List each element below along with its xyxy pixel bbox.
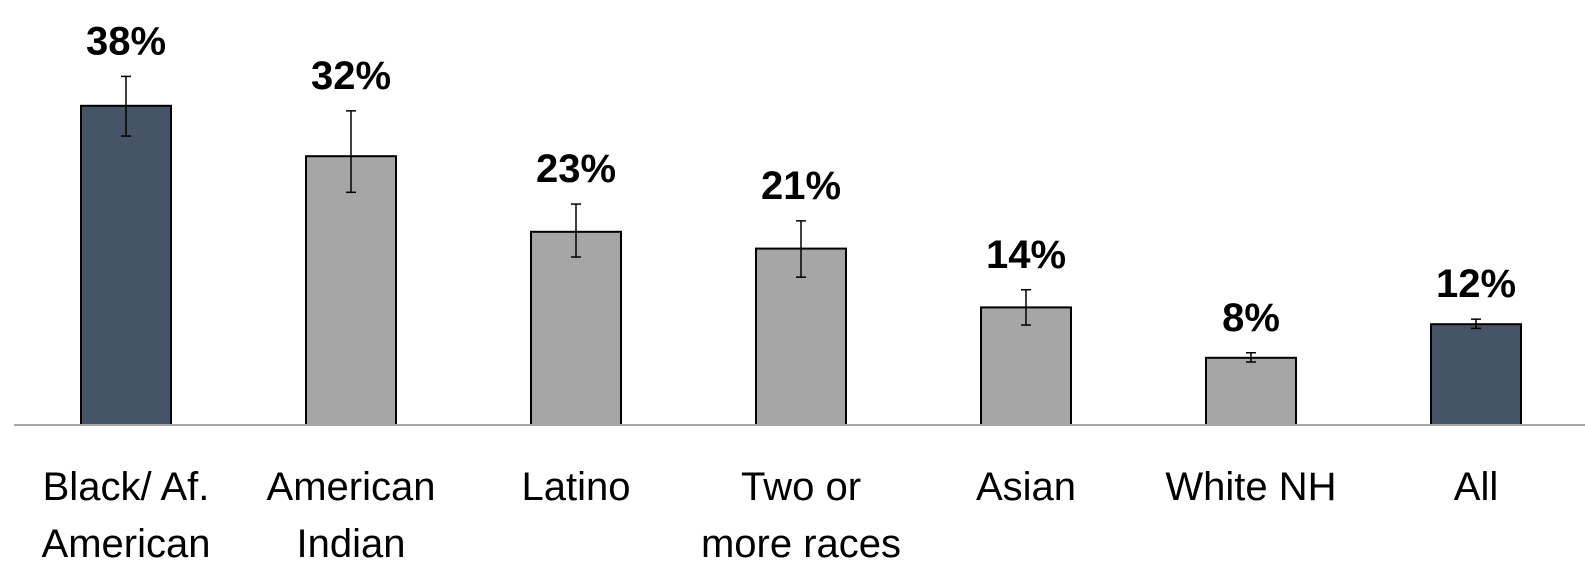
data-label: 23% bbox=[536, 147, 616, 191]
error-bar bbox=[796, 220, 806, 278]
bar bbox=[305, 155, 397, 426]
error-bar bbox=[346, 110, 356, 194]
data-label: 21% bbox=[761, 164, 841, 208]
error-bar bbox=[121, 75, 131, 137]
x-tick-label: Black/ Af. American bbox=[42, 465, 211, 566]
x-tick-label: All bbox=[1454, 465, 1498, 509]
error-bar bbox=[1246, 352, 1256, 363]
error-bars-group bbox=[121, 75, 1481, 363]
data-label: 38% bbox=[86, 19, 166, 63]
bar bbox=[1205, 356, 1297, 426]
data-label: 32% bbox=[311, 54, 391, 98]
error-bar bbox=[571, 203, 581, 258]
data-label: 12% bbox=[1436, 262, 1516, 306]
error-bar bbox=[1471, 318, 1481, 330]
bar bbox=[530, 230, 622, 426]
bar bbox=[755, 247, 847, 426]
bar bbox=[80, 104, 172, 427]
x-tick-label: Asian bbox=[976, 465, 1076, 509]
x-tick-label: American Indian bbox=[267, 465, 436, 566]
data-label: 8% bbox=[1222, 296, 1280, 340]
error-bar bbox=[1021, 289, 1031, 326]
x-tick-label: Latino bbox=[522, 465, 631, 509]
x-tick-label: White NH bbox=[1165, 465, 1336, 509]
data-label: 14% bbox=[986, 233, 1066, 277]
value-labels-group: 38% 32% 23% 21% 14% 8% 12% bbox=[86, 19, 1516, 339]
x-tick-labels-group: Black/ Af. American American Indian Latino Tw… bbox=[42, 465, 1499, 566]
bar bbox=[1430, 323, 1522, 427]
x-tick-label: Two or more races bbox=[701, 465, 901, 566]
